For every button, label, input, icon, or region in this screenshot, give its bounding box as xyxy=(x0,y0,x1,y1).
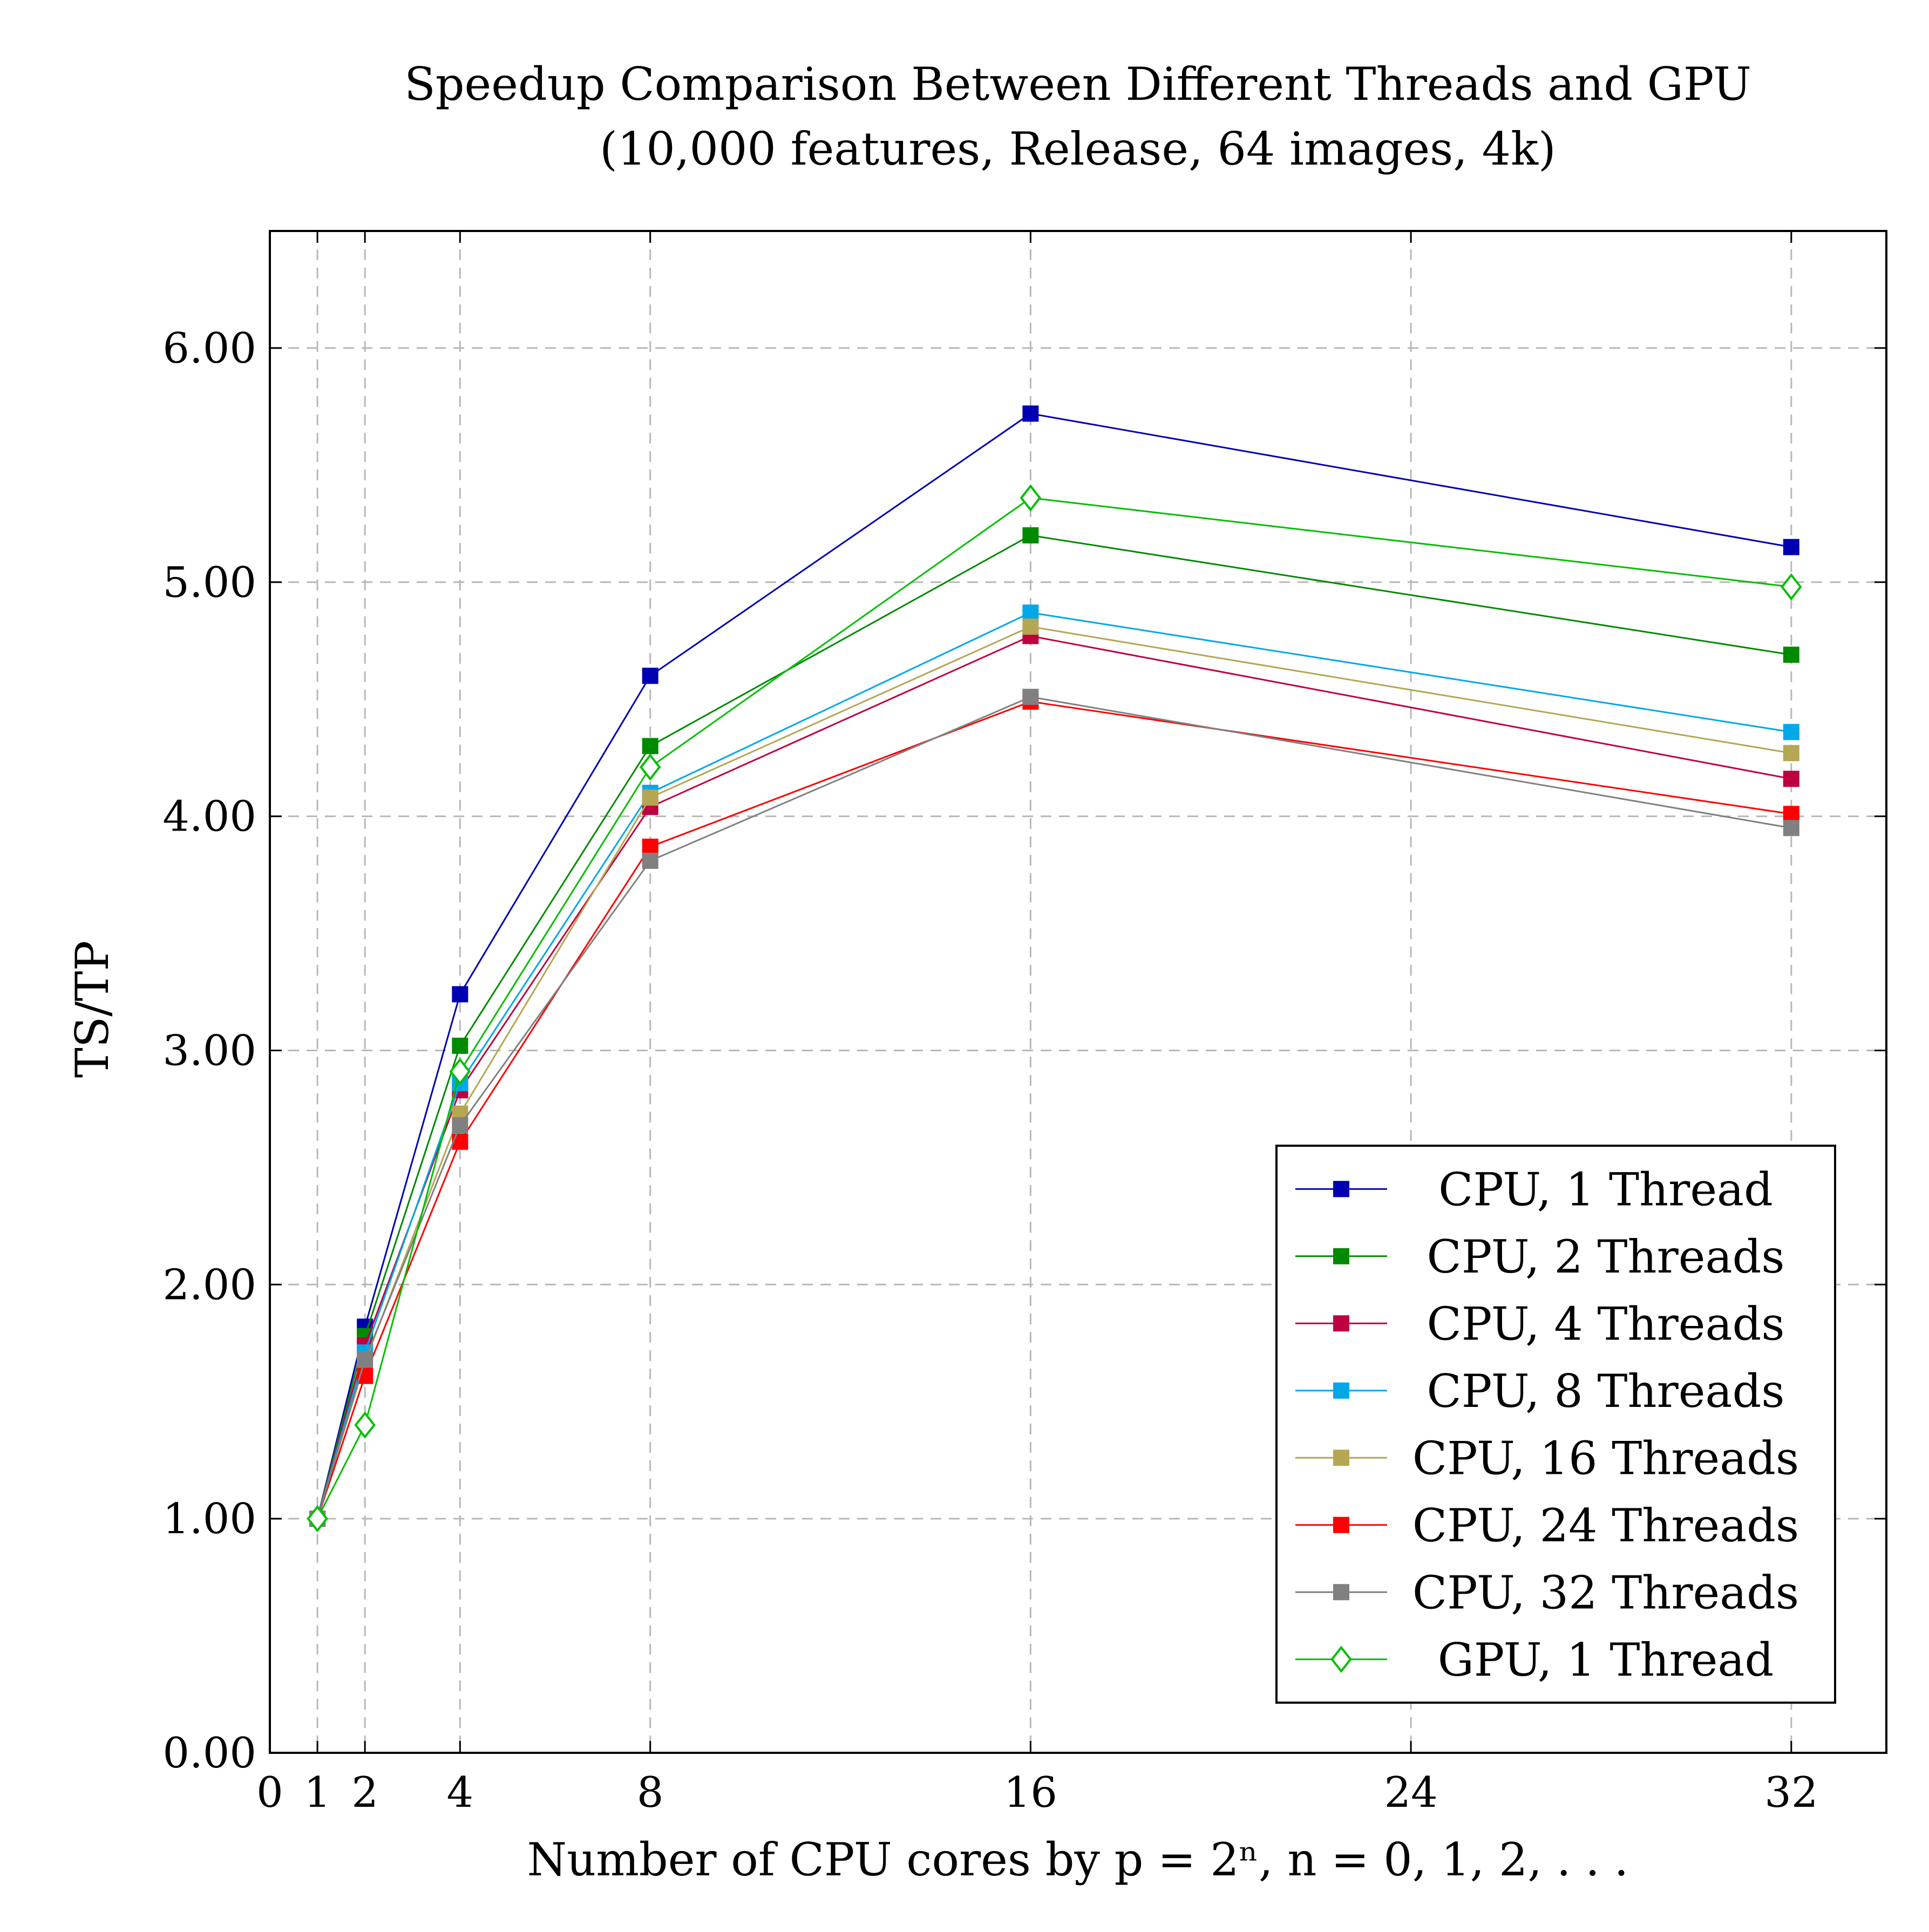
legend-swatch-marker xyxy=(1333,1584,1349,1601)
legend-swatch-marker xyxy=(1333,1181,1349,1198)
data-point xyxy=(1783,724,1799,740)
x-tick-label: 32 xyxy=(1764,1768,1818,1817)
x-tick-label: 24 xyxy=(1384,1768,1437,1817)
x-tick-label: 2 xyxy=(351,1768,378,1817)
data-point xyxy=(1783,647,1799,663)
data-point xyxy=(1783,539,1799,555)
legend-entry-label: CPU, 16 Threads xyxy=(1412,1432,1799,1485)
data-point xyxy=(1022,689,1039,705)
legend-entry-label: CPU, 24 Threads xyxy=(1412,1499,1799,1552)
legend-entry-label: CPU, 32 Threads xyxy=(1412,1566,1799,1619)
y-tick-label: 5.00 xyxy=(162,559,256,607)
y-tick-label: 0.00 xyxy=(162,1729,256,1778)
data-point xyxy=(1020,484,1042,512)
legend-swatch-marker xyxy=(1333,1516,1349,1533)
y-tick-label: 1.00 xyxy=(162,1495,256,1543)
legend-swatch-marker xyxy=(1333,1315,1349,1332)
data-point xyxy=(354,1411,376,1439)
legend-entry-label: CPU, 4 Threads xyxy=(1427,1297,1785,1350)
y-axis-label: TS/TP xyxy=(66,941,119,1078)
data-point xyxy=(642,839,658,855)
legend-entry-label: GPU, 1 Thread xyxy=(1438,1634,1774,1686)
data-point xyxy=(642,738,658,754)
data-point xyxy=(1022,405,1039,422)
data-point xyxy=(452,1037,468,1054)
data-point xyxy=(357,1351,373,1368)
data-point xyxy=(1022,604,1039,621)
x-tick-label: 8 xyxy=(637,1768,664,1817)
legend-swatch-marker xyxy=(1333,1382,1349,1399)
data-point xyxy=(449,1058,471,1085)
data-point xyxy=(640,753,661,781)
legend-entry-label: CPU, 8 Threads xyxy=(1427,1365,1785,1418)
x-axis-label: Number of CPU cores by p = 2ⁿ, n = 0, 1,… xyxy=(527,1833,1629,1886)
plot-frame xyxy=(269,230,1887,1754)
data-point xyxy=(452,986,468,1003)
data-point xyxy=(1783,771,1799,787)
legend-swatch-marker xyxy=(1333,1248,1349,1264)
data-point xyxy=(1781,573,1802,601)
data-point xyxy=(452,1133,468,1150)
x-tick-label: 16 xyxy=(1004,1768,1057,1817)
x-tick-label: 4 xyxy=(447,1768,474,1817)
data-point xyxy=(642,853,658,869)
y-tick-label: 6.00 xyxy=(162,324,256,373)
series-group xyxy=(307,484,1802,1533)
data-point xyxy=(1783,745,1799,761)
series-layer xyxy=(307,405,1802,1533)
data-point xyxy=(307,1505,328,1533)
series-line xyxy=(316,497,1791,1519)
series-group xyxy=(309,689,1799,1527)
legend-entry-label: CPU, 1 Thread xyxy=(1438,1163,1773,1216)
series-line xyxy=(316,696,1792,1519)
legend-box xyxy=(1275,1145,1836,1704)
y-tick-label: 2.00 xyxy=(162,1261,256,1309)
data-point xyxy=(1783,820,1799,836)
x-tick-label: 1 xyxy=(304,1768,331,1817)
data-point xyxy=(452,1117,468,1134)
data-point xyxy=(642,668,658,684)
y-tick-label: 4.00 xyxy=(162,793,256,841)
legend-swatch-marker xyxy=(1330,1645,1352,1674)
legend-swatch-marker xyxy=(1333,1450,1349,1466)
data-point xyxy=(1783,806,1799,822)
chart-title: Speedup Comparison Between Different Thr… xyxy=(404,58,1751,111)
chart-subtitle: (10,000 features, Release, 64 images, 4k… xyxy=(600,123,1556,175)
data-point xyxy=(1022,527,1039,543)
x-tick-label: 0 xyxy=(256,1768,283,1817)
data-point xyxy=(1022,618,1039,635)
legend: CPU, 1 Thread CPU, 2 Threads CPU, 4 Thread… xyxy=(1275,1145,1836,1704)
legend-entry-label: CPU, 2 Threads xyxy=(1427,1230,1785,1283)
y-tick-label: 3.00 xyxy=(162,1026,256,1075)
data-point xyxy=(642,789,658,806)
axis-ticks: 0 1 2 4 8 16 24 320.001.002.003.004.005.006.00 xyxy=(162,231,1886,1817)
